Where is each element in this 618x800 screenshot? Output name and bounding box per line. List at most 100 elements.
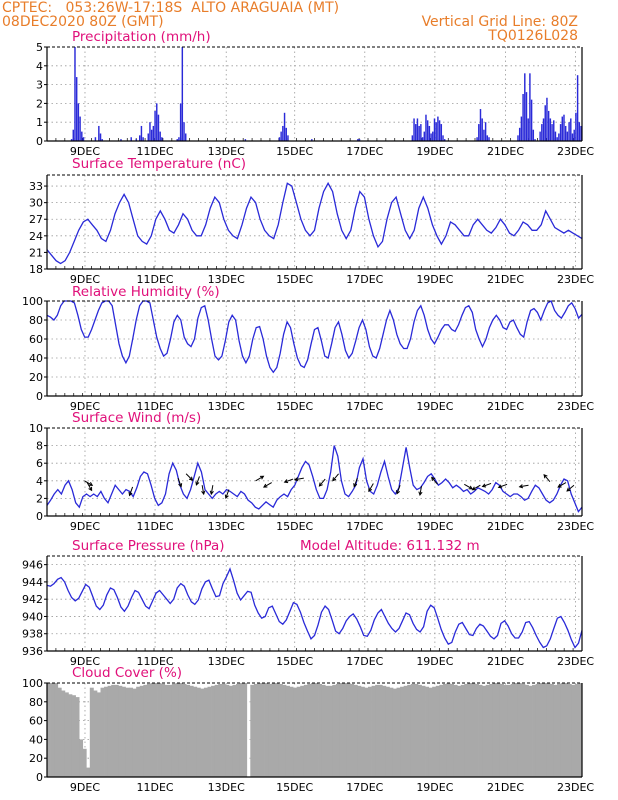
wind-arrow: [255, 475, 264, 482]
panel-1-bar: [150, 129, 153, 141]
panel-6-cloud-bar: [346, 683, 351, 777]
panel-1-bar: [244, 139, 247, 141]
panel-3-xtick: 9DEC: [70, 400, 100, 413]
wind-arrow: [84, 480, 93, 486]
panel-1-bar: [558, 133, 560, 141]
panel-1-bar: [421, 137, 424, 141]
panel-6-cloud-bar: [442, 683, 447, 777]
wind-arrow: [201, 485, 205, 495]
panel-6-cloud-bar: [285, 685, 290, 777]
wind-arrow-head: [471, 486, 477, 491]
panel-6-cloud-bar: [378, 684, 383, 777]
panel-6-cloud-bar: [475, 683, 479, 777]
panel-1-bar: [554, 131, 557, 141]
panel-6-cloud-bar: [157, 683, 162, 777]
panel-1-bar: [311, 139, 313, 141]
panel-5-subtitle: Model Altitude: 611.132 m: [300, 538, 480, 554]
panel-1-bar: [161, 137, 163, 141]
wind-arrow: [319, 478, 326, 487]
panel-6-cloud-bar: [193, 686, 198, 777]
panel-1-bar: [549, 118, 552, 141]
wind-arrow-head: [283, 479, 289, 484]
panel-1-bar: [147, 133, 149, 141]
panel-6-cloud-bar: [539, 683, 544, 777]
panel-6-cloud-bar: [75, 697, 80, 777]
panel-1-bar: [430, 133, 432, 141]
panel-6-cloud-bar: [496, 683, 501, 777]
panel-1-xtick: 23DEC: [557, 145, 594, 158]
panel-6-cloud-bar: [339, 683, 344, 777]
panel-1-bar: [561, 116, 564, 141]
panel-2-ytick: 33: [29, 180, 43, 193]
panel-2-xtick: 17DEC: [346, 273, 383, 286]
panel-1-bar: [486, 135, 489, 141]
panel-1-bar: [285, 127, 287, 141]
panel-6-cloud-bar: [218, 683, 223, 777]
wind-arrow: [472, 484, 481, 491]
panel-6-cloud-bar: [300, 685, 305, 777]
wind-arrow: [464, 483, 473, 490]
panel-6-xtick: 21DEC: [487, 781, 524, 794]
panel-6-cloud-bar: [200, 688, 205, 777]
panel-1-bar: [423, 131, 425, 141]
panel-1-bar: [183, 122, 185, 141]
panel-6-cloud-bar: [535, 683, 540, 777]
panel-1-bar: [578, 122, 581, 141]
wind-arrow: [519, 484, 529, 488]
panel-1-bar: [488, 137, 490, 141]
panel-5-xtick: 23DEC: [557, 655, 594, 668]
panel-1-bar: [280, 131, 282, 141]
panel-6-cloud-bar: [121, 686, 126, 777]
panel-6-cloud-bar: [357, 685, 362, 777]
panel-1-bar: [546, 97, 548, 141]
panel-2-xtick: 19DEC: [416, 273, 453, 286]
wind-arrow: [129, 486, 134, 496]
panel-1-bar: [179, 103, 182, 141]
panel-1-bar: [520, 116, 523, 141]
panel-5-xtick: 17DEC: [346, 655, 383, 668]
panel-6-cloud-bar: [343, 683, 347, 777]
panel-6-cloud-bar: [553, 684, 558, 777]
panel-1-bar: [525, 92, 528, 141]
panel-6-cloud-bar: [196, 687, 201, 777]
panel-1-bar: [443, 139, 446, 141]
panel-1-bar: [547, 110, 550, 141]
panel-6-cloud-bar: [182, 683, 187, 777]
panel-1-ytick: 3: [36, 79, 43, 92]
panel-6-cloud-bar: [360, 686, 365, 777]
panel-3-xtick: 11DEC: [137, 400, 174, 413]
panel-6-cloud-bar: [335, 683, 340, 777]
wind-arrow-head: [88, 482, 94, 486]
panel-6-cloud-bar: [407, 684, 412, 777]
panel-1-ytick: 2: [36, 97, 43, 110]
panel-1-bar: [484, 122, 487, 141]
wind-arrow-head: [263, 483, 268, 488]
wind-arrow: [263, 482, 272, 488]
panel-6-cloud-bar: [528, 685, 533, 777]
panel-1-bar: [476, 137, 478, 141]
panel-6-cloud-bar: [129, 687, 133, 777]
panel-6-cloud-bar: [54, 683, 59, 777]
panel-6-cloud-bar: [521, 683, 526, 777]
run-date: 08DEC2020 80Z (GMT): [2, 14, 164, 30]
panel-1-bar: [157, 114, 160, 141]
panel-6-cloud-bar: [546, 683, 551, 777]
panel-4-xtick: 21DEC: [487, 520, 524, 533]
panel-1-xtick: 13DEC: [208, 145, 245, 158]
panel-6-cloud-bar: [293, 687, 298, 777]
panel-6-cloud-bar: [382, 685, 387, 777]
panel-2-xtick: 11DEC: [137, 273, 174, 286]
panel-6-cloud-bar: [457, 685, 462, 777]
panel-1-bar: [481, 118, 483, 141]
panel-1-bar: [357, 139, 359, 141]
panel-5-xtick: 21DEC: [487, 655, 524, 668]
panel-6-cloud-bar: [175, 683, 180, 777]
panel-1-bar: [159, 131, 161, 141]
panel-2-title: Surface Temperature (nC): [72, 156, 246, 172]
panel-6-cloud-bar: [460, 684, 465, 777]
wind-arrow-head: [201, 490, 206, 496]
panel-1-title: Precipitation (mm/h): [72, 29, 211, 45]
panel-6-cloud-bar: [118, 685, 123, 777]
panel-6-cloud-bar: [257, 683, 262, 777]
panel-6-cloud-bar: [432, 686, 437, 777]
